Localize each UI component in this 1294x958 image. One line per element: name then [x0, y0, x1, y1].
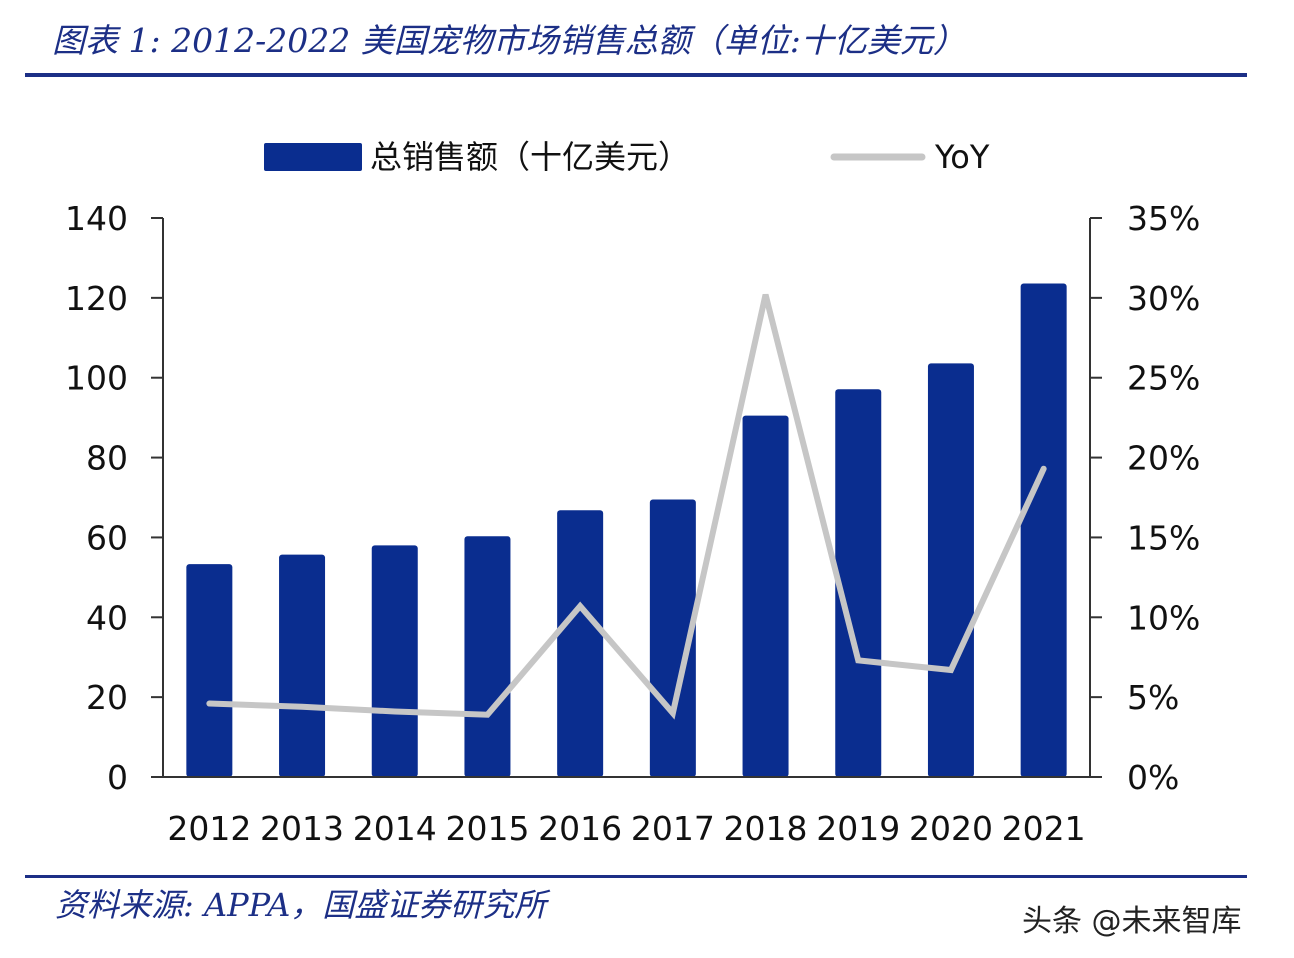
left-tick-label: 140 [65, 199, 128, 238]
right-tick-label: 35% [1127, 199, 1200, 238]
x-tick-label: 2017 [631, 809, 715, 848]
legend-line-label: YoY [934, 138, 990, 176]
right-tick-label: 0% [1127, 758, 1179, 797]
left-tick-label: 100 [65, 359, 128, 398]
bar-2014 [371, 545, 418, 777]
x-tick-label: 2019 [816, 809, 900, 848]
bar-2017 [649, 499, 696, 777]
yoy-line [206, 293, 1047, 720]
right-tick-label: 15% [1127, 518, 1200, 557]
bar-group [186, 283, 1067, 777]
right-tick-label: 5% [1127, 678, 1179, 717]
left-tick-label: 80 [86, 439, 128, 478]
left-tick-label: 20 [86, 678, 128, 717]
x-tick-label: 2012 [167, 809, 251, 848]
x-tick-label: 2016 [538, 809, 622, 848]
x-tick-label: 2018 [724, 809, 808, 848]
bar-2021 [1020, 283, 1067, 777]
left-tick-label: 120 [65, 279, 128, 318]
legend-bar-swatch [264, 143, 362, 171]
right-tick-label: 30% [1127, 279, 1200, 318]
bar-2013 [279, 554, 326, 777]
legend: 总销售额（十亿美元） YoY [264, 138, 990, 176]
chart: 0 20 40 60 80 100 120 140 0% 5% 10% 15% 20% 25% 30% 35%… [65, 138, 1200, 848]
bar-2012 [186, 564, 233, 777]
x-tick-label: 2014 [353, 809, 437, 848]
line-group [206, 293, 1047, 720]
title-divider [25, 73, 1247, 77]
bar-2020 [927, 363, 974, 777]
watermark: 头条 @未来智库 [1022, 904, 1242, 939]
bar-2015 [464, 536, 511, 777]
right-tick-label: 20% [1127, 439, 1200, 478]
x-tick-label: 2015 [445, 809, 529, 848]
x-tick-label: 2021 [1002, 809, 1086, 848]
left-tick-label: 0 [107, 758, 128, 797]
bar-2018 [742, 415, 789, 777]
source-divider [25, 875, 1247, 878]
right-tick-label: 25% [1127, 359, 1200, 398]
x-tick-label: 2020 [909, 809, 993, 848]
bar-2016 [557, 510, 604, 777]
right-tick-label: 10% [1127, 598, 1200, 637]
left-tick-label: 60 [86, 518, 128, 557]
source-note: 资料来源: APPA，国盛证券研究所 [55, 886, 547, 924]
left-tick-label: 40 [86, 598, 128, 637]
x-tick-label: 2013 [260, 809, 344, 848]
axes: 0 20 40 60 80 100 120 140 0% 5% 10% 15% 20% 25% 30% 35%… [65, 199, 1200, 848]
bar-2019 [835, 389, 882, 777]
chart-title: 图表 1: 2012-2022 美国宠物市场销售总额（单位:十亿美元） [52, 21, 966, 60]
legend-bar-label: 总销售额（十亿美元） [370, 138, 690, 176]
